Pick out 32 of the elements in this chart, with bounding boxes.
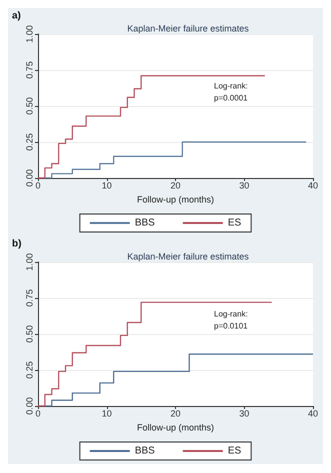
legend-label: BBS (134, 446, 156, 456)
text: b) (12, 238, 22, 250)
y-tick-label: 0.25 (24, 133, 34, 151)
y-tick-label: 0.75 (24, 289, 34, 307)
x-tick-label: 40 (308, 180, 318, 190)
y-tick-label: 0.50 (24, 97, 34, 115)
legend-label: ES (228, 218, 242, 228)
y-tick-label: 0.00 (24, 169, 34, 187)
y-tick-label: 1.00 (24, 25, 34, 43)
y-tick-label: 0.75 (24, 61, 34, 79)
x-tick-label: 30 (239, 180, 250, 190)
legend-label: BBS (134, 218, 156, 228)
x-axis-title: Follow-up (months) (136, 422, 214, 432)
x-tick-label: 20 (170, 408, 181, 418)
y-tick-label: 1.00 (24, 253, 34, 271)
x-tick-label: 0 (35, 408, 41, 418)
x-axis-title: Follow-up (months) (136, 194, 214, 204)
y-tick-label: 0.50 (24, 325, 34, 343)
x-tick-label: 0 (35, 180, 41, 190)
x-tick-label: 20 (170, 180, 181, 190)
x-tick-label: 10 (102, 408, 112, 418)
y-tick-label: 0.25 (24, 361, 34, 379)
chart-title: Kaplan-Meier failure estimates (127, 24, 250, 34)
x-tick-label: 10 (102, 180, 112, 190)
y-tick-label: 0.00 (24, 397, 34, 415)
x-tick-label: 40 (308, 408, 318, 418)
x-tick-label: 30 (239, 408, 250, 418)
chart-title: Kaplan-Meier failure estimates (127, 252, 250, 262)
annotation: Log-rank: p=0.0101 (214, 310, 248, 330)
annotation: Log-rank: p=0.0001 (214, 82, 248, 102)
legend-label: ES (228, 446, 242, 456)
text: a) (12, 10, 21, 22)
